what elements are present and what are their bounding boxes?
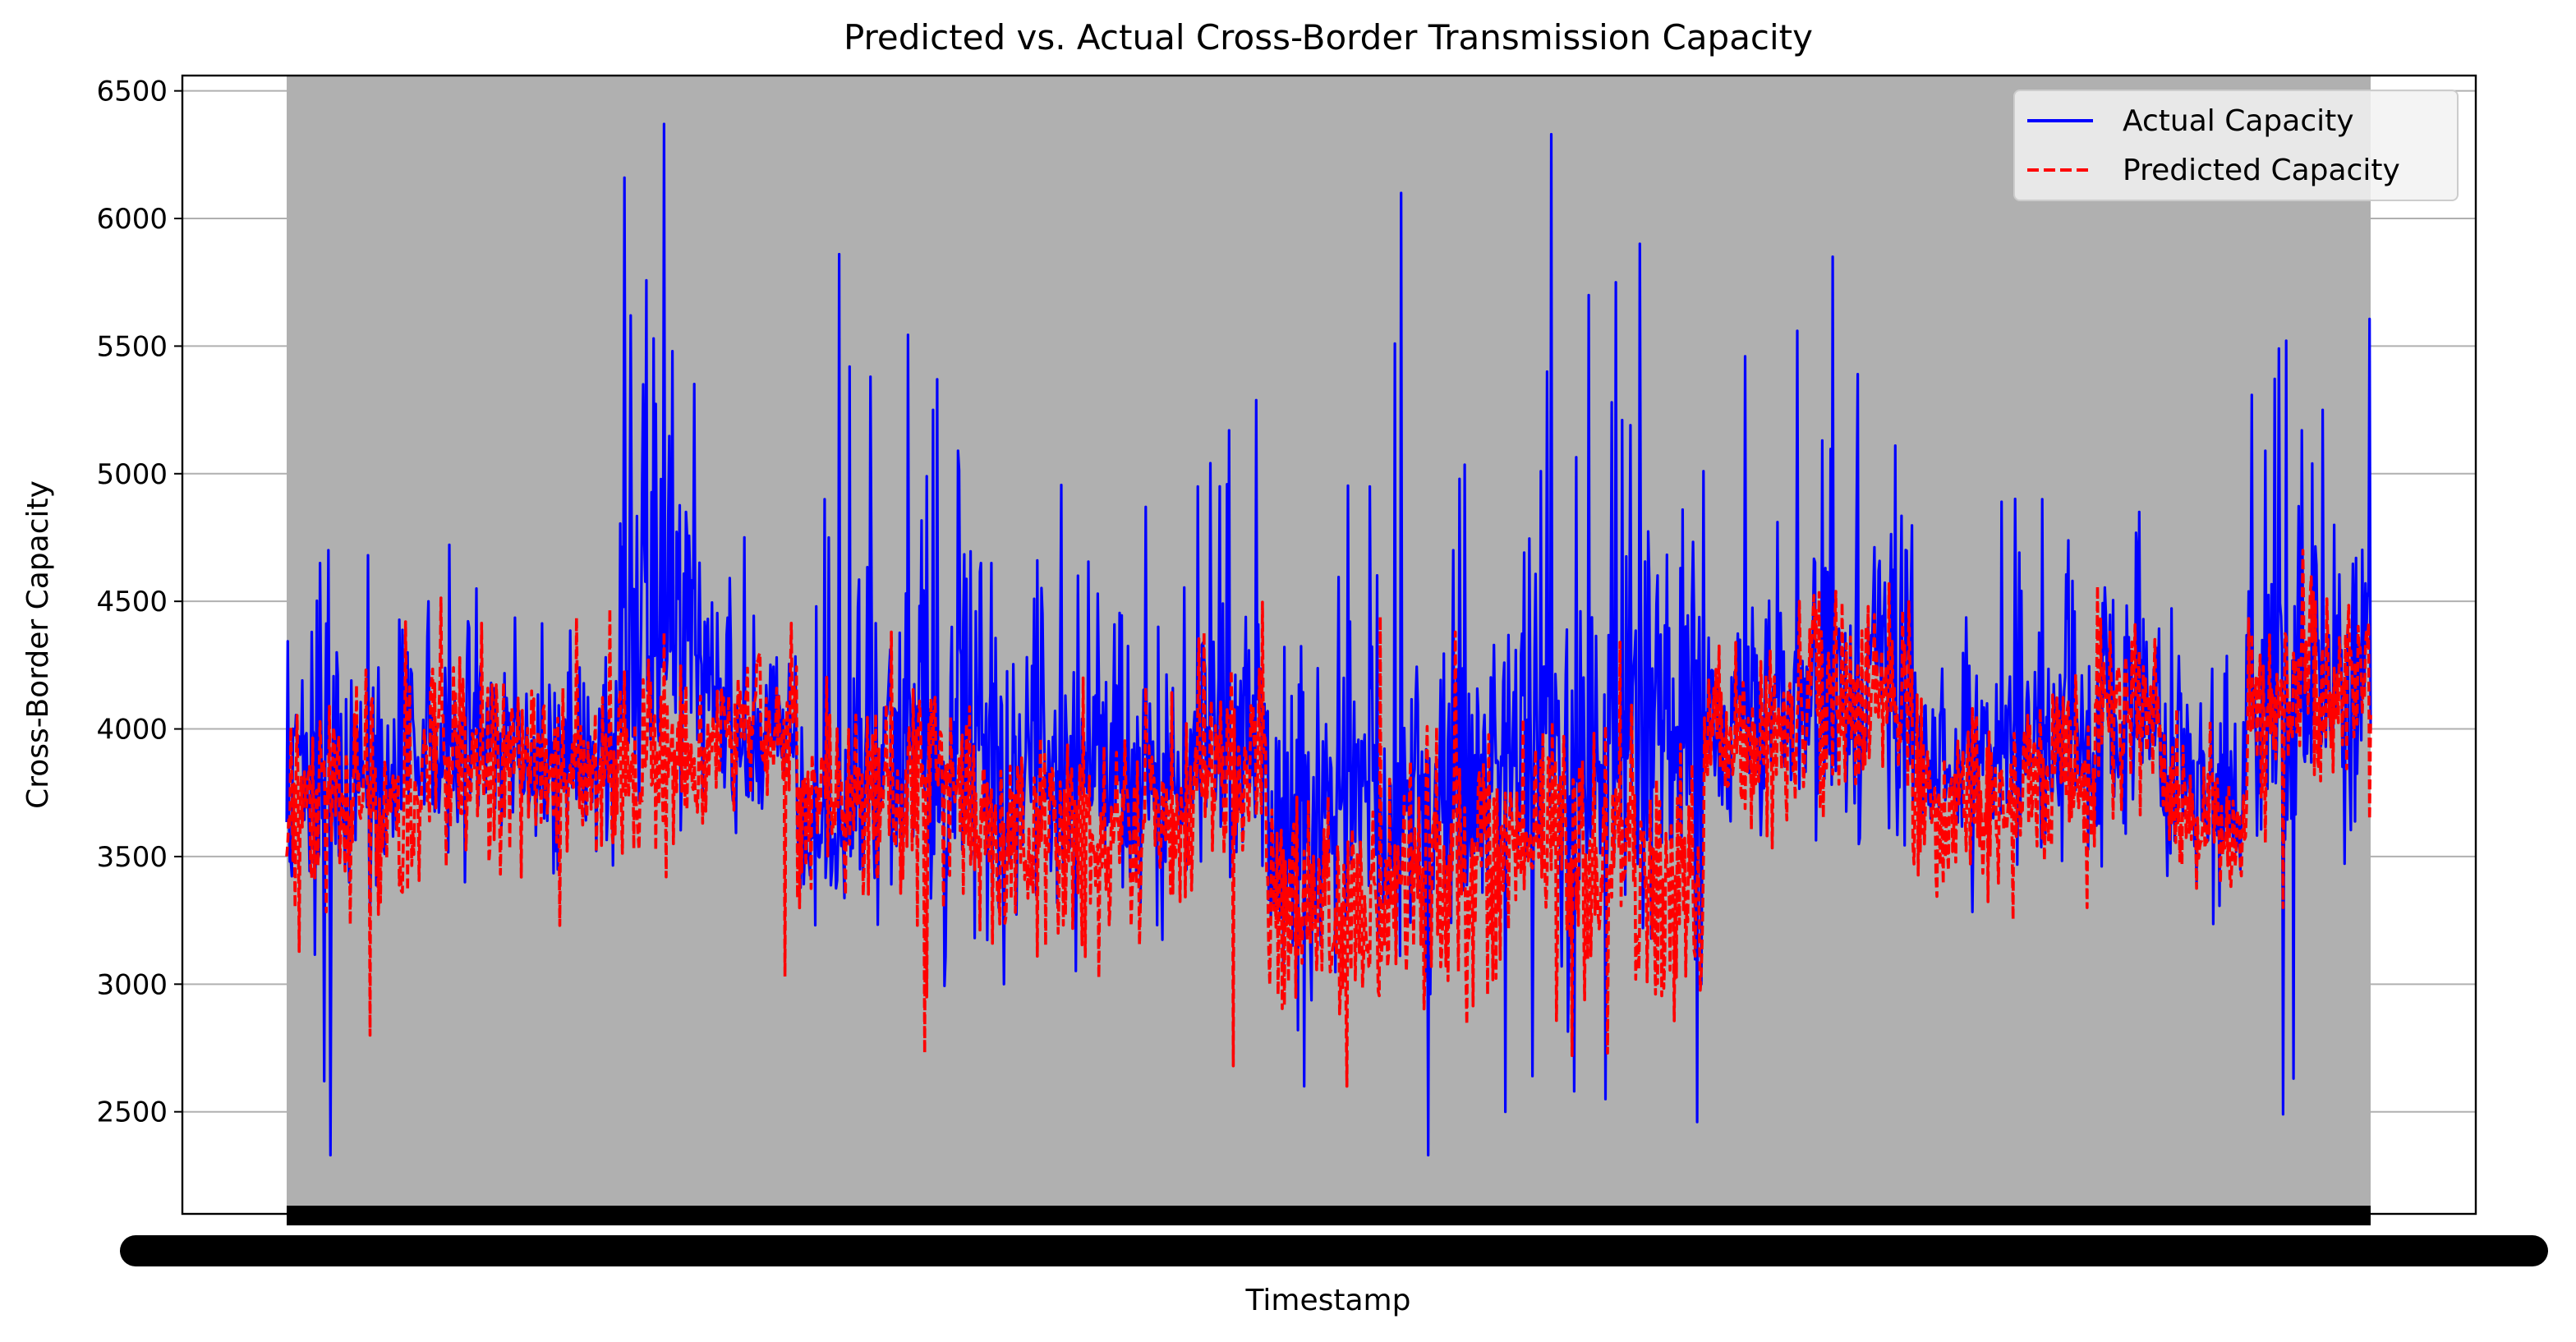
legend: Actual Capacity Predicted Capacity xyxy=(2013,90,2459,201)
y-tick-label: 6000 xyxy=(96,203,168,236)
x-tick-labels xyxy=(120,1235,2548,1266)
y-tick-label: 4500 xyxy=(96,586,168,618)
x-tick-marks xyxy=(287,1206,2371,1225)
legend-label-actual: Actual Capacity xyxy=(2123,104,2354,138)
y-tick-label: 4000 xyxy=(96,714,168,747)
series-layer xyxy=(285,122,2372,1157)
x-axis-label: Timestamp xyxy=(1245,1284,1411,1317)
y-axis-ticks: 2500 3000 3500 4000 4500 5000 5500 6000 6500 xyxy=(96,76,182,1129)
y-tick-label: 2500 xyxy=(96,1096,168,1129)
plot-area-fill xyxy=(287,76,2371,1214)
y-tick-label: 6500 xyxy=(96,76,168,108)
legend-label-predicted: Predicted Capacity xyxy=(2123,154,2400,187)
y-tick-label: 5000 xyxy=(96,458,168,491)
y-axis-label: Cross-Border Capacity xyxy=(21,480,55,809)
legend-box xyxy=(2013,90,2459,201)
chart-title: Predicted vs. Actual Cross-Border Transm… xyxy=(844,17,1813,57)
y-tick-label: 5500 xyxy=(96,330,168,363)
axes-border xyxy=(181,74,2477,1216)
x-tick-label-overlap xyxy=(120,1235,2548,1266)
y-tick-label: 3500 xyxy=(96,841,168,874)
axes: 2500 3000 3500 4000 4500 5000 5500 6000 6500 xyxy=(96,74,2477,1225)
series-predicted-capacity xyxy=(285,549,2372,1088)
y-tick-label: 3000 xyxy=(96,968,168,1001)
